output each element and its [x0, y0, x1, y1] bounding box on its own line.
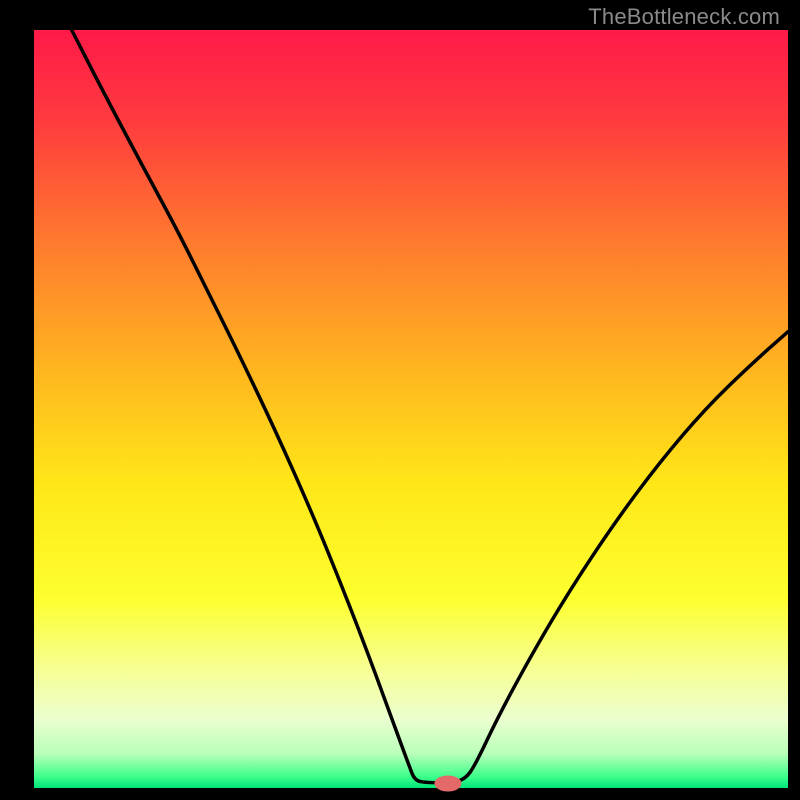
- chart-border: [0, 0, 34, 800]
- gradient-background: [34, 30, 788, 788]
- watermark-text: TheBottleneck.com: [588, 4, 780, 30]
- optimal-marker: [435, 776, 461, 791]
- chart-border: [788, 0, 800, 800]
- chart-border: [0, 788, 800, 800]
- bottleneck-chart: [0, 0, 800, 800]
- chart-frame: TheBottleneck.com: [0, 0, 800, 800]
